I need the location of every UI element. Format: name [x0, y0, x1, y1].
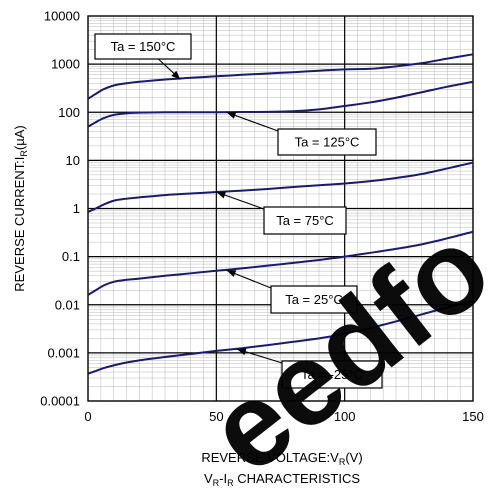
- series-line: [87, 161, 474, 213]
- annotation-label: Ta = 25°C: [285, 292, 343, 307]
- annotation-box: [277, 128, 377, 156]
- annotation-label: Ta = 125°C: [295, 135, 360, 150]
- y-tick-label: 10: [66, 153, 80, 168]
- annotation: Ta = 75°C: [216, 191, 347, 235]
- y-tick-label: 0.001: [47, 345, 80, 360]
- caption-dash: -I: [219, 471, 227, 486]
- x-axis-title: REVERSE VOLTAGE:VR(V): [201, 450, 362, 467]
- chart-caption: VR-IR CHARACTERISTICS: [204, 471, 360, 488]
- annotation: Ta = 125°C: [226, 111, 377, 156]
- annotation-arrowhead: [226, 111, 237, 119]
- y-tick-label: 0.01: [55, 297, 80, 312]
- caption-v: V: [204, 471, 213, 486]
- y-tick-label: 0.1: [62, 249, 80, 264]
- y-axis-title-main: REVERSE CURRENT:I: [12, 157, 27, 292]
- annotation-box: [94, 33, 192, 60]
- x-tick-labels: 0 50 100 150: [84, 409, 483, 424]
- annotation-box: [263, 206, 347, 235]
- x-axis-title-main: REVERSE VOLTAGE:V: [201, 450, 339, 465]
- annotation-arrowhead: [216, 191, 227, 199]
- annotation-arrowhead: [236, 348, 247, 356]
- series-layer: [87, 53, 474, 375]
- series-line: [87, 53, 474, 100]
- annotation: Ta = 25°C: [226, 269, 358, 314]
- y-tick-label: 10000: [44, 9, 80, 24]
- series-line: [87, 80, 474, 128]
- x-axis-title-unit: (V): [345, 450, 362, 465]
- y-axis-title: REVERSE CURRENT:IR(µA): [12, 125, 29, 291]
- y-axis-title-sub: R: [19, 150, 29, 157]
- y-tick-label: 100: [58, 105, 80, 120]
- annotation: Ta = 150°C: [94, 33, 192, 80]
- x-tick-label: 50: [209, 409, 223, 424]
- series-line: [87, 230, 474, 296]
- y-tick-label: 0.0001: [40, 394, 80, 409]
- annotation-arrow-line: [226, 111, 279, 132]
- series-line: [87, 299, 474, 375]
- y-tick-label: 1000: [51, 57, 80, 72]
- annotations: Ta = 150°C Ta = 125°C Ta = 75°C Ta = 25°C Ta…: [94, 33, 383, 389]
- x-tick-label: 0: [84, 409, 91, 424]
- y-tick-label: 1: [73, 201, 80, 216]
- annotation: Ta = -25°C: [236, 348, 383, 389]
- annotation-label: Ta = -25°C: [301, 367, 363, 382]
- y-tick-labels: 0.0001 0.001 0.01 0.1 1 10 100 1000 10000: [40, 9, 80, 409]
- annotation-arrowhead: [171, 70, 181, 80]
- plot-frame: [87, 15, 474, 402]
- caption-rest: CHARACTERISTICS: [234, 471, 361, 486]
- annotation-box: [281, 360, 383, 389]
- annotation-arrowhead: [226, 270, 237, 277]
- caption-v-sub: R: [213, 478, 220, 488]
- annotation-label: Ta = 150°C: [111, 39, 176, 54]
- x-tick-label: 100: [334, 409, 356, 424]
- caption-i-sub: R: [227, 478, 234, 488]
- annotation-label: Ta = 75°C: [276, 213, 334, 228]
- x-axis-title-sub: R: [339, 457, 346, 467]
- y-axis-title-unit: (µA): [12, 125, 27, 150]
- annotation-box: [270, 285, 358, 314]
- x-tick-label: 150: [462, 409, 484, 424]
